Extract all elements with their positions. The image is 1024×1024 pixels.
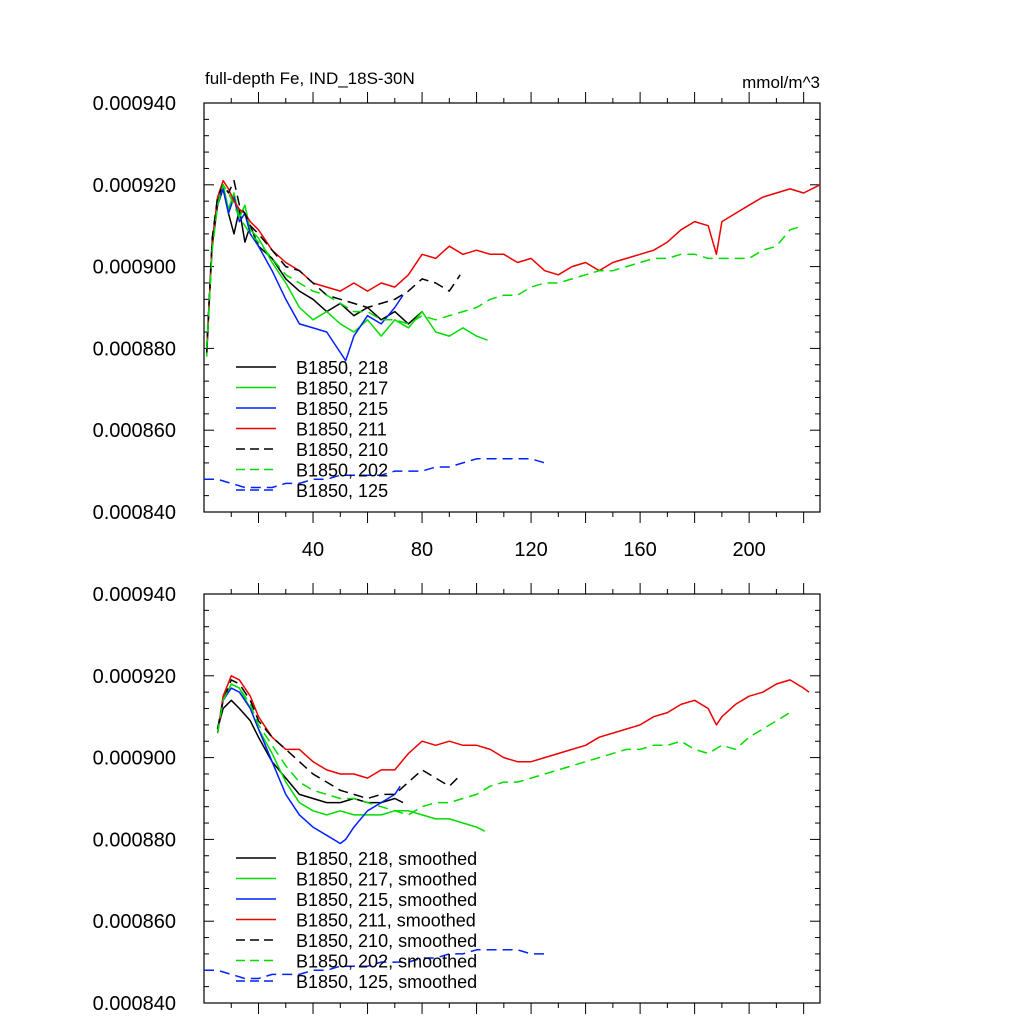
y-tick-label: 0.000860 (93, 420, 176, 442)
y-tick-label: 0.000880 (93, 829, 176, 851)
series-line-0 (216, 699, 404, 804)
y-tick-label: 0.000900 (93, 257, 176, 279)
legend-label: B1850, 211, smoothed (296, 911, 476, 931)
y-tick-label: 0.000940 (93, 93, 176, 115)
legend-label: B1850, 218 (296, 358, 388, 378)
series-line-1 (205, 184, 488, 357)
plot-frame (203, 593, 821, 1004)
series-line-5 (216, 683, 791, 816)
y-tick-label: 0.000860 (93, 911, 176, 933)
panel-top: full-depth Fe, IND_18S-30N mmol/m^3 0.00… (93, 69, 821, 561)
y-tick-label: 0.000920 (93, 666, 176, 688)
y-tick-label: 0.000840 (93, 502, 176, 524)
legend-label: B1850, 215, smoothed (296, 890, 477, 910)
legend-label: B1850, 125, smoothed (296, 972, 477, 992)
legend-label: B1850, 215 (296, 399, 388, 419)
y-tick-label: 0.000940 (93, 584, 176, 606)
series-line-3 (205, 179, 821, 353)
chart-title: full-depth Fe, IND_18S-30N (205, 69, 415, 88)
legend-label: B1850, 217 (296, 379, 388, 399)
series-line-2 (205, 188, 404, 362)
series-line-4 (216, 679, 459, 800)
legend-label: B1850, 210 (296, 440, 388, 460)
y-tick-label: 0.000920 (93, 175, 176, 197)
x-tick-label: 160 (623, 539, 656, 561)
legend-label: B1850, 210, smoothed (296, 931, 477, 951)
series-line-1 (216, 683, 486, 832)
legend-label: B1850, 217, smoothed (296, 870, 477, 890)
y-tick-label: 0.000900 (93, 748, 176, 770)
legend-label: B1850, 202, smoothed (296, 952, 477, 972)
panel-bottom: 0.000840 0.000860 0.000880 0.000900 0.000920… (93, 583, 821, 1015)
x-tick-label: 120 (514, 539, 547, 561)
series-line-6 (204, 458, 545, 489)
series-line-3 (216, 675, 810, 779)
legend-label: B1850, 125 (296, 481, 388, 501)
series-line-2 (216, 687, 401, 845)
series-line-6 (204, 949, 545, 980)
chart-units: mmol/m^3 (742, 73, 820, 92)
series-line-5 (205, 184, 804, 349)
y-tick-label: 0.000880 (93, 338, 176, 360)
x-tick-label: 40 (302, 539, 324, 561)
legend-label: B1850, 211 (296, 420, 387, 440)
series-line-4 (205, 179, 461, 353)
legend-label: B1850, 202 (296, 461, 388, 481)
x-tick-label: 200 (732, 539, 765, 561)
legend-label: B1850, 218, smoothed (296, 849, 477, 869)
x-tick-label: 80 (411, 539, 433, 561)
plot-frame (203, 102, 821, 513)
y-tick-label: 0.000840 (93, 993, 176, 1015)
